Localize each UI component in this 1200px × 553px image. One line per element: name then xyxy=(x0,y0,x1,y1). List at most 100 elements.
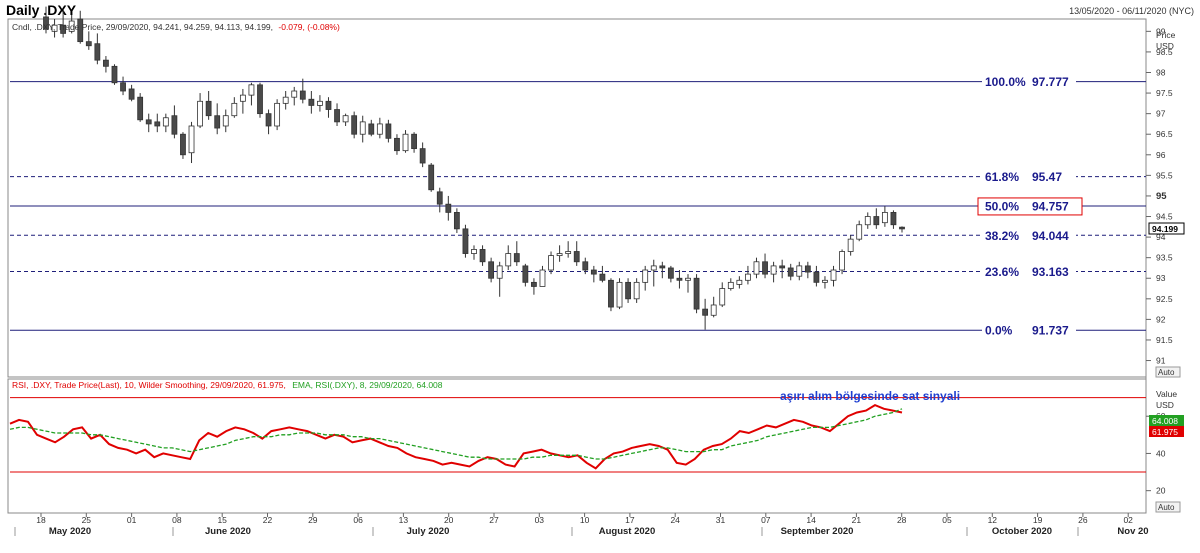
candle[interactable] xyxy=(325,97,332,118)
candle[interactable] xyxy=(128,84,135,102)
candle[interactable] xyxy=(590,265,597,283)
candle[interactable] xyxy=(43,6,49,34)
candle[interactable] xyxy=(548,251,554,275)
candle[interactable] xyxy=(513,241,520,266)
candle[interactable] xyxy=(779,259,786,279)
candle[interactable] xyxy=(471,245,477,260)
candle[interactable] xyxy=(154,113,161,133)
candle[interactable] xyxy=(376,117,383,139)
candle[interactable] xyxy=(856,220,863,242)
candle[interactable] xyxy=(85,31,92,50)
candle[interactable] xyxy=(436,187,443,213)
candle[interactable] xyxy=(68,14,75,34)
candle[interactable] xyxy=(462,224,469,258)
candle[interactable] xyxy=(334,103,340,126)
rsi-auto-button[interactable] xyxy=(1155,501,1181,513)
candle[interactable] xyxy=(753,257,760,279)
candle[interactable] xyxy=(479,245,486,266)
candle[interactable] xyxy=(265,109,272,135)
candle[interactable] xyxy=(667,265,674,283)
candle[interactable] xyxy=(702,298,709,330)
ema-line[interactable] xyxy=(9,408,903,460)
candle[interactable] xyxy=(642,265,649,291)
candle[interactable] xyxy=(685,274,691,293)
candle[interactable] xyxy=(822,276,828,289)
candle[interactable] xyxy=(214,103,221,135)
candle[interactable] xyxy=(180,132,186,159)
candle[interactable] xyxy=(222,109,229,133)
candle[interactable] xyxy=(531,278,537,295)
candle[interactable] xyxy=(804,261,811,279)
candle[interactable] xyxy=(145,113,152,133)
candle[interactable] xyxy=(693,274,700,314)
candle[interactable] xyxy=(864,212,871,229)
candle[interactable] xyxy=(411,132,417,153)
candle[interactable] xyxy=(650,259,657,287)
candle[interactable] xyxy=(419,142,426,168)
candle[interactable] xyxy=(745,265,751,285)
candle[interactable] xyxy=(257,82,263,118)
candle[interactable] xyxy=(505,245,512,271)
price-auto-button[interactable] xyxy=(1155,366,1181,378)
candle[interactable] xyxy=(796,261,803,281)
candle[interactable] xyxy=(719,282,726,308)
candle[interactable] xyxy=(839,249,845,275)
candle[interactable] xyxy=(342,113,349,126)
candle[interactable] xyxy=(676,270,683,289)
candle[interactable] xyxy=(103,56,109,73)
candle[interactable] xyxy=(394,134,400,155)
candle[interactable] xyxy=(231,97,238,118)
candle[interactable] xyxy=(873,208,880,229)
rsi-lines[interactable] xyxy=(9,397,1146,473)
candle[interactable] xyxy=(351,111,358,139)
candle[interactable] xyxy=(94,33,101,65)
candle[interactable] xyxy=(205,91,212,120)
candle[interactable] xyxy=(608,278,614,312)
candle[interactable] xyxy=(496,261,503,297)
candle[interactable] xyxy=(787,263,794,281)
candle[interactable] xyxy=(625,278,631,303)
candle[interactable] xyxy=(616,278,623,310)
candle[interactable] xyxy=(137,93,144,122)
candle[interactable] xyxy=(582,257,589,275)
candle[interactable] xyxy=(727,278,734,291)
candle[interactable] xyxy=(522,263,529,287)
candle[interactable] xyxy=(359,115,366,143)
candle[interactable] xyxy=(197,93,203,129)
candle[interactable] xyxy=(899,226,905,233)
candle[interactable] xyxy=(239,88,246,114)
candle[interactable] xyxy=(308,91,315,114)
candle[interactable] xyxy=(890,210,897,229)
candle[interactable] xyxy=(368,119,375,137)
candle[interactable] xyxy=(762,253,768,279)
candle[interactable] xyxy=(830,265,837,287)
candle[interactable] xyxy=(710,296,717,318)
candle[interactable] xyxy=(813,265,820,287)
candles[interactable] xyxy=(43,6,905,330)
candle[interactable] xyxy=(171,105,178,139)
candle[interactable] xyxy=(51,19,58,38)
candle[interactable] xyxy=(385,119,392,143)
candle[interactable] xyxy=(162,113,169,133)
candle[interactable] xyxy=(188,121,195,164)
candle[interactable] xyxy=(77,10,84,44)
candle[interactable] xyxy=(453,208,460,233)
candle[interactable] xyxy=(291,86,298,106)
candle[interactable] xyxy=(633,278,640,303)
rsi-line[interactable] xyxy=(9,403,903,470)
candle[interactable] xyxy=(565,241,572,258)
candle[interactable] xyxy=(599,265,606,283)
candle[interactable] xyxy=(556,245,563,262)
candle[interactable] xyxy=(248,82,255,106)
candle[interactable] xyxy=(282,91,289,110)
candle[interactable] xyxy=(274,99,281,131)
candle[interactable] xyxy=(770,261,777,283)
candle[interactable] xyxy=(299,78,306,104)
candle[interactable] xyxy=(736,276,743,289)
candle[interactable] xyxy=(847,235,854,256)
candle[interactable] xyxy=(428,163,435,192)
candle[interactable] xyxy=(111,64,118,85)
candle[interactable] xyxy=(488,257,495,283)
candle[interactable] xyxy=(659,261,666,279)
